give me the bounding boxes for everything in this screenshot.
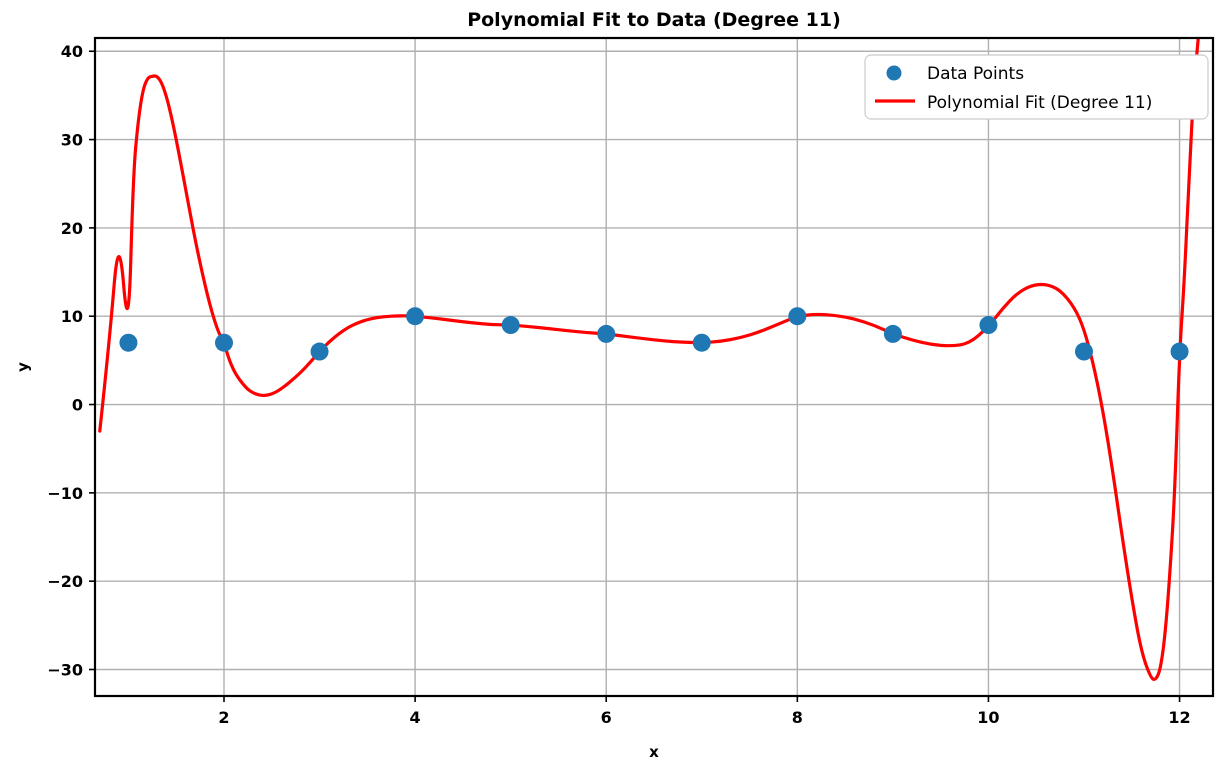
legend-label-data-points: Data Points [927, 64, 1024, 84]
legend-marker-data-points [886, 65, 902, 81]
x-tick-label: 4 [410, 708, 421, 727]
grid-layer [95, 38, 1213, 696]
x-tick-label: 8 [792, 708, 803, 727]
data-points-group [119, 307, 1189, 361]
data-layer [98, 38, 1200, 681]
data-point [1075, 342, 1093, 361]
y-tick-label: 30 [61, 131, 83, 150]
y-tick-label: 10 [61, 307, 83, 326]
chart-legend[interactable]: Data Points Polynomial Fit (Degree 11) [864, 54, 1209, 120]
data-point [501, 316, 520, 335]
data-point [788, 307, 807, 326]
data-point [883, 324, 902, 343]
legend-label-polynomial-fit: Polynomial Fit (Degree 11) [927, 93, 1152, 113]
y-tick-label: −30 [47, 661, 83, 680]
polynomial-fit-line [98, 38, 1200, 681]
data-point [1170, 342, 1189, 361]
data-point [597, 324, 616, 343]
data-point [979, 316, 998, 335]
y-tick-label: 20 [61, 219, 83, 238]
y-tick-label: −20 [47, 572, 83, 591]
x-tick-label: 12 [1168, 708, 1190, 727]
y-axis-label: y [14, 362, 32, 372]
x-tick-label: 2 [218, 708, 229, 727]
y-axis-ticks: −30 −20 −10 0 10 20 30 40 [47, 42, 95, 680]
x-axis-label: x [649, 743, 659, 761]
x-axis-ticks: 2 4 6 8 10 12 [218, 696, 1191, 727]
axes-spines [93, 36, 1215, 698]
plot-border [93, 36, 1215, 698]
data-point [692, 333, 711, 352]
data-point [215, 333, 233, 352]
data-point [406, 307, 425, 326]
y-tick-label: −10 [47, 484, 83, 503]
legend-background [864, 54, 1209, 120]
x-tick-label: 10 [977, 708, 999, 727]
chart-title: Polynomial Fit to Data (Degree 11) [467, 9, 841, 31]
y-tick-label: 0 [72, 396, 83, 415]
plot-area-background [95, 38, 1213, 696]
data-point [310, 342, 329, 361]
data-point [119, 333, 138, 352]
y-tick-label: 40 [61, 42, 83, 61]
x-tick-label: 6 [601, 708, 612, 727]
